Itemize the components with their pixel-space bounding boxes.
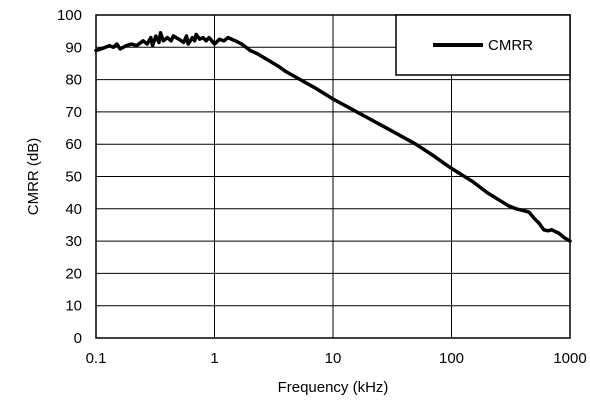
x-tick-label: 0.1 bbox=[86, 350, 107, 367]
y-tick-label: 0 bbox=[74, 330, 82, 347]
plot-area-frame bbox=[95, 14, 571, 339]
legend-label-cmrr: CMRR bbox=[488, 37, 533, 54]
x-tick-label: 100 bbox=[439, 350, 464, 367]
series-line-cmrr bbox=[94, 31, 572, 243]
x-tick-label: 10 bbox=[325, 350, 342, 367]
x-tick-label: 1 bbox=[210, 350, 218, 367]
y-tick-label: 60 bbox=[65, 136, 82, 153]
y-tick-label: 40 bbox=[65, 201, 82, 218]
x-tick-label: 1000 bbox=[553, 350, 586, 367]
y-tick-label: 10 bbox=[65, 298, 82, 315]
y-axis-title: CMRR (dB) bbox=[25, 138, 42, 216]
y-tick-label: 100 bbox=[57, 7, 82, 24]
y-tick-label: 30 bbox=[65, 233, 82, 250]
x-axis-tick-labels: 0.1 1 10 100 1000 bbox=[86, 350, 587, 367]
y-tick-label: 70 bbox=[65, 104, 82, 121]
y-tick-label: 50 bbox=[65, 169, 82, 186]
y-tick-label: 90 bbox=[65, 39, 82, 56]
y-axis-tick-labels: 0 10 20 30 40 50 60 70 80 90 100 bbox=[57, 7, 82, 347]
y-tick-label: 80 bbox=[65, 72, 82, 89]
series-layer bbox=[94, 31, 572, 243]
x-axis-title: Frequency (kHz) bbox=[278, 379, 389, 396]
legend: CMRR bbox=[395, 14, 571, 76]
y-tick-label: 20 bbox=[65, 265, 82, 282]
